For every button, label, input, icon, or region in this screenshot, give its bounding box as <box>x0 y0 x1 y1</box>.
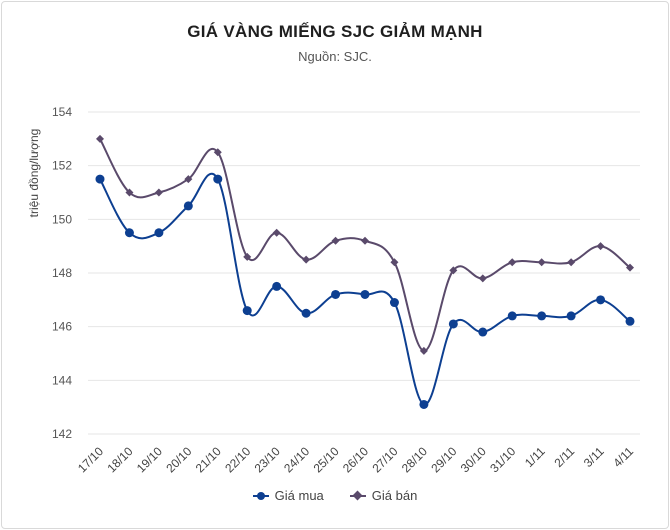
x-tick-label: 3/11 <box>581 444 607 470</box>
chart-title: GIÁ VÀNG MIẾNG SJC GIẢM MẠNH <box>187 22 483 41</box>
chart-subtitle: Nguồn: SJC. <box>298 49 372 64</box>
y-axis-label: triệu đồng/lượng <box>27 129 41 218</box>
y-tick-label: 152 <box>52 159 72 173</box>
y-tick-label: 142 <box>52 427 72 441</box>
legend-item-buy[interactable]: Giá mua <box>252 488 324 503</box>
data-point <box>331 289 341 299</box>
data-point <box>272 281 282 291</box>
y-tick-label: 150 <box>52 212 72 226</box>
data-point <box>125 188 134 197</box>
y-tick-label: 148 <box>52 266 72 280</box>
data-point <box>448 319 458 329</box>
data-point <box>567 258 576 267</box>
series-line <box>99 138 631 352</box>
x-tick-label: 23/10 <box>252 444 283 475</box>
x-tick-label: 29/10 <box>428 444 459 475</box>
x-tick-label: 19/10 <box>134 444 165 475</box>
legend-item-sell[interactable]: Giá bán <box>349 488 418 503</box>
x-tick-label: 31/10 <box>487 444 518 475</box>
y-tick-label: 146 <box>52 320 72 334</box>
x-tick-label: 21/10 <box>193 444 224 475</box>
data-point <box>361 236 369 245</box>
x-tick-label: 4/11 <box>610 444 636 470</box>
data-point <box>390 258 399 267</box>
data-point <box>213 148 222 157</box>
y-tick-label: 144 <box>52 373 72 387</box>
data-point <box>243 252 252 261</box>
data-point <box>95 174 105 184</box>
data-point <box>302 255 311 264</box>
legend-marker-circle <box>252 491 269 501</box>
series-line <box>99 172 631 406</box>
data-point <box>124 228 134 238</box>
data-point <box>272 228 281 237</box>
data-point <box>478 274 487 283</box>
x-tick-label: 28/10 <box>399 444 430 475</box>
data-point <box>331 236 340 245</box>
data-point <box>360 289 370 299</box>
data-point <box>537 258 546 267</box>
data-point <box>419 346 428 355</box>
data-point <box>301 308 311 318</box>
data-point <box>626 263 634 272</box>
x-tick-label: 26/10 <box>340 444 371 475</box>
data-point <box>154 188 163 197</box>
data-point <box>96 134 104 143</box>
y-tick-label: 154 <box>52 105 72 119</box>
x-tick-label: 30/10 <box>458 444 489 475</box>
x-tick-label: 22/10 <box>222 444 253 475</box>
data-point <box>537 311 547 321</box>
x-tick-label: 2/11 <box>551 444 577 470</box>
data-point <box>242 306 252 316</box>
data-point <box>419 399 429 409</box>
data-point <box>478 327 488 337</box>
x-tick-label: 1/11 <box>522 444 548 470</box>
x-tick-label: 25/10 <box>311 444 342 475</box>
data-point <box>213 174 223 184</box>
data-point <box>449 266 458 275</box>
x-tick-label: 24/10 <box>281 444 312 475</box>
legend-label: Giá bán <box>371 488 418 503</box>
data-point <box>184 175 193 184</box>
data-point <box>183 201 193 211</box>
data-point <box>389 298 399 308</box>
data-point <box>508 258 517 267</box>
legend-label: Giá mua <box>274 488 324 503</box>
x-tick-label: 17/10 <box>75 444 106 475</box>
x-tick-label: 18/10 <box>104 444 135 475</box>
data-point <box>507 311 517 321</box>
data-point <box>596 295 606 305</box>
data-point <box>625 316 635 326</box>
x-tick-label: 27/10 <box>369 444 400 475</box>
legend-marker-diamond <box>349 491 366 501</box>
data-point <box>154 228 164 238</box>
data-point <box>596 242 605 251</box>
data-point <box>566 311 576 321</box>
x-tick-label: 20/10 <box>163 444 194 475</box>
chart-legend: Giá mua Giá bán <box>0 488 670 503</box>
